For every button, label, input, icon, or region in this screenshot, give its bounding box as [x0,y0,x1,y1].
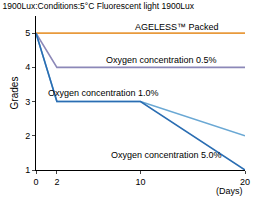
svg-text:2: 2 [54,177,59,187]
svg-text:20: 20 [240,177,250,187]
svg-text:(Days): (Days) [216,186,243,196]
svg-text:3: 3 [25,97,30,107]
svg-text:5: 5 [25,28,30,38]
svg-text:10: 10 [135,177,145,187]
svg-text:Grades: Grades [9,77,20,110]
svg-text:Oxygen concentration 5.0%: Oxygen concentration 5.0% [111,150,222,160]
svg-text:0: 0 [33,177,38,187]
svg-text:Oxygen concentration 0.5%: Oxygen concentration 0.5% [106,55,217,65]
svg-text:1900Lux:Conditions:5°C Fluores: 1900Lux:Conditions:5°C Fluorescent light… [3,1,195,11]
svg-text:4: 4 [25,62,30,72]
svg-text:Oxygen concentration 1.0%: Oxygen concentration 1.0% [48,88,159,98]
svg-text:AGELESS™ Packed: AGELESS™ Packed [135,22,219,32]
svg-text:1: 1 [25,165,30,175]
svg-text:2: 2 [25,131,30,141]
